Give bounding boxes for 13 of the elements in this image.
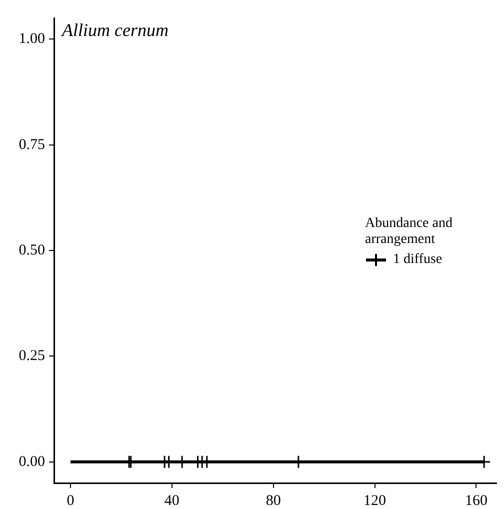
x-tick-label: 120 [364,492,386,509]
x-tick-label: 0 [66,492,74,509]
y-tick-label: 0.50 [18,242,45,258]
x-tick-label: 80 [266,492,281,509]
y-tick-label: 0.25 [18,348,45,364]
y-tick-label: 1.00 [18,31,45,48]
chart-title: Allium cernum [62,20,168,41]
legend-label: 1 diffuse [393,252,442,268]
y-tick-label: 0.00 [18,454,45,470]
x-tick-label: 40 [164,492,180,509]
y-tick-label: 0.75 [18,136,45,153]
x-tick-label: 160 [464,492,488,509]
legend-title: Abundance and arrangement [365,216,454,248]
